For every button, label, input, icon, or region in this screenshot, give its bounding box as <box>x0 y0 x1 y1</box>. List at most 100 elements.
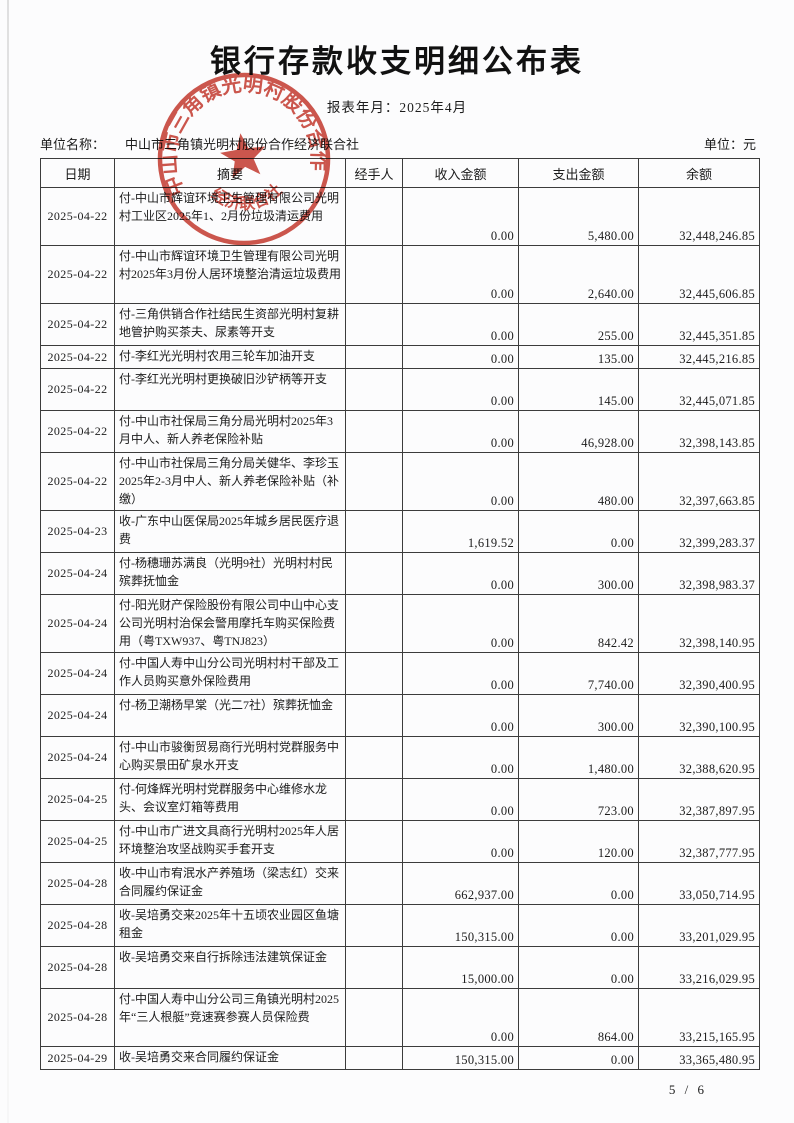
cell-income: 0.00 <box>402 988 519 1047</box>
cell-balance: 32,398,140.95 <box>638 594 760 653</box>
cell-expense: 5,480.00 <box>518 187 639 246</box>
table-row: 2025-04-28 收-吴培勇交来自行拆除违法建筑保证金 15,000.00 … <box>40 946 760 989</box>
cell-income: 0.00 <box>402 345 519 369</box>
cell-expense: 120.00 <box>518 820 639 863</box>
cell-date: 2025-04-22 <box>40 187 115 246</box>
cell-balance: 32,445,216.85 <box>638 345 760 369</box>
cell-summary: 收-吴培勇交来自行拆除违法建筑保证金 <box>114 946 346 989</box>
cell-expense: 46,928.00 <box>518 410 639 453</box>
cell-expense: 0.00 <box>518 904 639 947</box>
cell-income: 0.00 <box>402 736 519 779</box>
cell-balance: 32,448,246.85 <box>638 187 760 246</box>
col-header-date: 日期 <box>40 158 115 188</box>
cell-balance: 32,445,606.85 <box>638 245 760 304</box>
cell-balance: 33,365,480.95 <box>638 1046 760 1070</box>
cell-balance: 32,388,620.95 <box>638 736 760 779</box>
table-row: 2025-04-28 付-中国人寿中山分公司三角镇光明村2025年“三人根艇”竞… <box>40 988 760 1047</box>
cell-date: 2025-04-25 <box>40 820 115 863</box>
cell-handler <box>345 410 403 453</box>
col-header-income: 收入金额 <box>402 158 519 188</box>
cell-date: 2025-04-28 <box>40 988 115 1047</box>
cell-summary: 付-中山市辉谊环境卫生管理有限公司光明村2025年3月份人居环境整治清运垃圾费用 <box>114 245 346 304</box>
cell-handler <box>345 988 403 1047</box>
cell-date: 2025-04-24 <box>40 594 115 653</box>
scan-edge-artifact <box>7 0 9 1123</box>
col-header-balance: 余额 <box>638 158 760 188</box>
cell-balance: 33,216,029.95 <box>638 946 760 989</box>
cell-income: 0.00 <box>402 368 519 411</box>
cell-handler <box>345 303 403 346</box>
table-row: 2025-04-24 付-中国人寿中山分公司光明村村干部及工作人员购买意外保险费… <box>40 652 760 695</box>
cell-balance: 33,201,029.95 <box>638 904 760 947</box>
cell-income: 0.00 <box>402 820 519 863</box>
cell-expense: 0.00 <box>518 510 639 553</box>
cell-balance: 32,399,283.37 <box>638 510 760 553</box>
cell-balance: 32,387,897.95 <box>638 778 760 821</box>
cell-date: 2025-04-22 <box>40 368 115 411</box>
cell-summary: 付-三角供销合作社结民生资部光明村复耕地管护购买茶夫、尿素等开支 <box>114 303 346 346</box>
cell-income: 0.00 <box>402 452 519 511</box>
cell-balance: 32,387,777.95 <box>638 820 760 863</box>
table-row: 2025-04-22 付-李红光光明村农用三轮车加油开支 0.00 135.00… <box>40 345 760 369</box>
cell-expense: 7,740.00 <box>518 652 639 695</box>
cell-summary: 付-何烽辉光明村党群服务中心维修水龙头、会议室灯箱等费用 <box>114 778 346 821</box>
cell-balance: 32,445,071.85 <box>638 368 760 411</box>
cell-expense: 480.00 <box>518 452 639 511</box>
cell-date: 2025-04-24 <box>40 652 115 695</box>
cell-handler <box>345 1046 403 1070</box>
cell-handler <box>345 946 403 989</box>
cell-expense: 255.00 <box>518 303 639 346</box>
cell-balance: 32,390,400.95 <box>638 652 760 695</box>
cell-balance: 33,215,165.95 <box>638 988 760 1047</box>
unit-name-label: 单位名称： <box>40 137 106 152</box>
cell-expense: 300.00 <box>518 694 639 737</box>
cell-summary: 付-中国人寿中山分公司光明村村干部及工作人员购买意外保险费用 <box>114 652 346 695</box>
table-row: 2025-04-24 付-杨穗珊苏满良（光明9社）光明村村民殡葬抚恤金 0.00… <box>40 552 760 595</box>
unit-name-value: 中山市三角镇光明村股份合作经济联合社 <box>125 137 360 152</box>
cell-expense: 842.42 <box>518 594 639 653</box>
info-row: 单位名称： 中山市三角镇光明村股份合作经济联合社 单位：元 <box>40 134 756 153</box>
page-title: 银行存款收支明细公布表 <box>210 44 584 79</box>
cell-summary: 收-吴培勇交来合同履约保证金 <box>114 1046 346 1070</box>
transactions-table: 日期 摘要 经手人 收入金额 支出金额 余额 2025-04-22 付-中山市辉… <box>40 158 760 1070</box>
cell-date: 2025-04-24 <box>40 552 115 595</box>
table-row: 2025-04-22 付-中山市辉谊环境卫生管理有限公司光明村2025年3月份人… <box>40 245 760 304</box>
cell-income: 150,315.00 <box>402 904 519 947</box>
cell-summary: 收-吴培勇交来2025年十五顷农业园区鱼塘租金 <box>114 904 346 947</box>
cell-income: 150,315.00 <box>402 1046 519 1070</box>
table-row: 2025-04-24 付-中山市骏衡贸易商行光明村党群服务中心购买景田矿泉水开支… <box>40 736 760 779</box>
cell-balance: 32,397,663.85 <box>638 452 760 511</box>
cell-summary: 付-李红光光明村农用三轮车加油开支 <box>114 345 346 369</box>
cell-date: 2025-04-22 <box>40 303 115 346</box>
cell-balance: 32,398,143.85 <box>638 410 760 453</box>
table-row: 2025-04-23 收-广东中山医保局2025年城乡居民医疗退费 1,619.… <box>40 510 760 553</box>
cell-summary: 付-中山市社保局三角分局关健华、李珍玉2025年2-3月中人、新人养老保险补贴（… <box>114 452 346 511</box>
cell-income: 662,937.00 <box>402 862 519 905</box>
cell-income: 1,619.52 <box>402 510 519 553</box>
cell-date: 2025-04-22 <box>40 410 115 453</box>
table-row: 2025-04-25 付-中山市广进文具商行光明村2025年人居环境整治攻坚战购… <box>40 820 760 863</box>
cell-expense: 145.00 <box>518 368 639 411</box>
table-header-row: 日期 摘要 经手人 收入金额 支出金额 余额 <box>40 158 760 188</box>
cell-summary: 收-中山市宥泯水产养殖场（梁志红）交来合同履约保证金 <box>114 862 346 905</box>
cell-date: 2025-04-28 <box>40 862 115 905</box>
cell-handler <box>345 187 403 246</box>
cell-date: 2025-04-23 <box>40 510 115 553</box>
cell-summary: 付-中山市辉谊环境卫生管理有限公司光明村工业区2025年1、2月份垃圾清运费用 <box>114 187 346 246</box>
cell-date: 2025-04-24 <box>40 736 115 779</box>
cell-handler <box>345 452 403 511</box>
unit-currency-label: 单位：元 <box>703 137 756 152</box>
cell-handler <box>345 510 403 553</box>
cell-expense: 0.00 <box>518 1046 639 1070</box>
table-row: 2025-04-22 付-中山市社保局三角分局关健华、李珍玉2025年2-3月中… <box>40 452 760 511</box>
cell-expense: 135.00 <box>518 345 639 369</box>
cell-income: 0.00 <box>402 778 519 821</box>
cell-expense: 723.00 <box>518 778 639 821</box>
table-row: 2025-04-22 付-中山市辉谊环境卫生管理有限公司光明村工业区2025年1… <box>40 187 760 246</box>
cell-handler <box>345 594 403 653</box>
cell-balance: 32,390,100.95 <box>638 694 760 737</box>
table-row: 2025-04-24 付-杨卫潮杨早棠（光二7社）殡葬抚恤金 0.00 300.… <box>40 694 760 737</box>
cell-income: 0.00 <box>402 694 519 737</box>
cell-summary: 付-杨卫潮杨早棠（光二7社）殡葬抚恤金 <box>114 694 346 737</box>
